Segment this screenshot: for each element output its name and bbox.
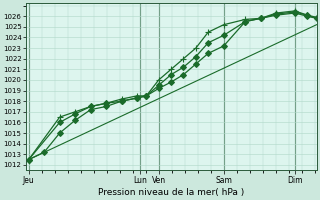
X-axis label: Pression niveau de la mer( hPa ): Pression niveau de la mer( hPa ) (98, 188, 244, 197)
